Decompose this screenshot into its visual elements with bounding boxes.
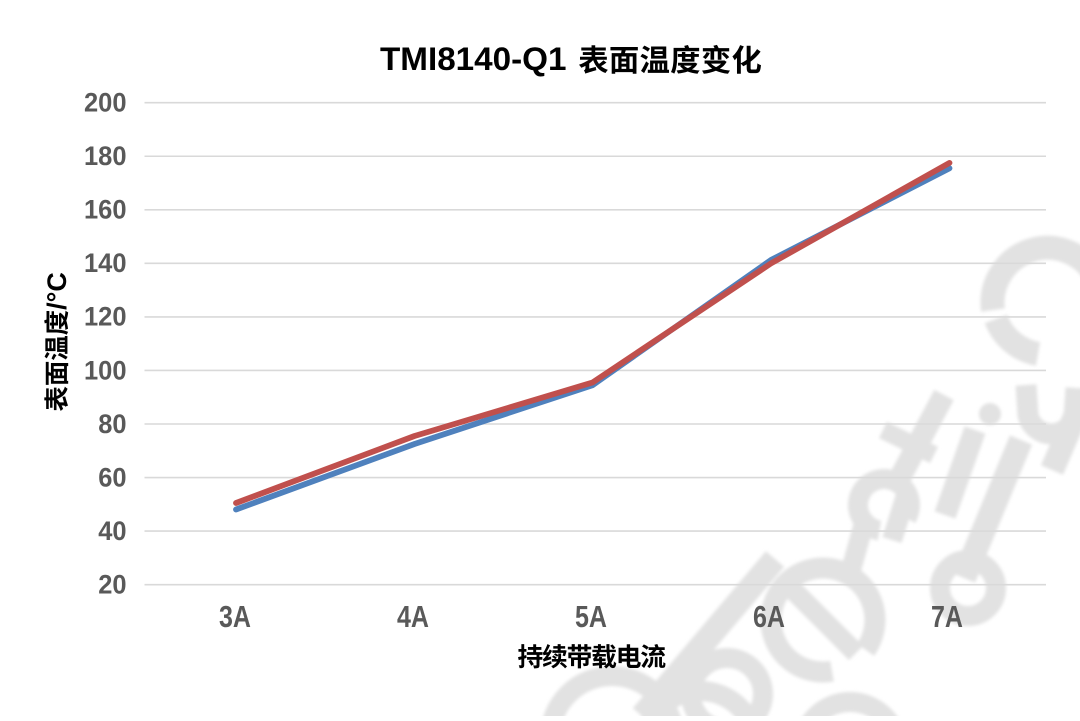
svg-text:3A: 3A bbox=[219, 600, 251, 634]
svg-text:60: 60 bbox=[98, 462, 126, 492]
svg-text:4A: 4A bbox=[397, 600, 429, 634]
svg-text:200: 200 bbox=[84, 88, 127, 118]
svg-text:5A: 5A bbox=[575, 600, 607, 634]
svg-text:/°C: /°C bbox=[42, 272, 72, 310]
svg-text:140: 140 bbox=[84, 248, 127, 278]
svg-text:120: 120 bbox=[84, 302, 127, 332]
svg-text:TMI8140-Q1: TMI8140-Q1 bbox=[380, 41, 567, 77]
svg-text:40: 40 bbox=[98, 516, 126, 546]
svg-text:100: 100 bbox=[84, 355, 127, 385]
svg-text:7A: 7A bbox=[931, 600, 963, 634]
svg-text:6A: 6A bbox=[753, 600, 785, 634]
svg-text:20: 20 bbox=[98, 569, 126, 599]
svg-text:160: 160 bbox=[84, 195, 127, 225]
svg-text:180: 180 bbox=[84, 141, 127, 171]
svg-text:80: 80 bbox=[98, 409, 126, 439]
